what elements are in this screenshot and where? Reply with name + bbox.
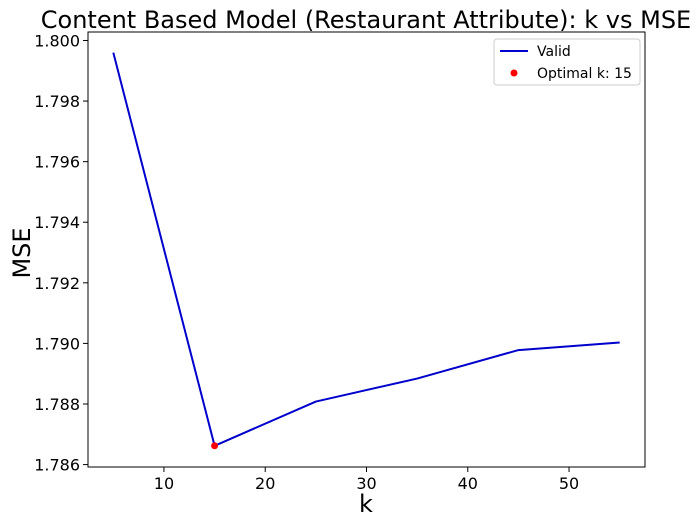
y-tick-label: 1.786 [34,456,80,475]
y-tick-label: 1.798 [34,92,80,111]
x-axis-ticks: 10 20 30 40 50 [154,467,579,493]
legend-optimal-marker [510,69,518,77]
x-tick-label: 30 [356,474,376,493]
optimal-k-marker [211,442,219,450]
x-tick-label: 20 [255,474,275,493]
x-axis-label: k [359,490,373,518]
series-line-valid [112,52,620,447]
x-tick-label: 50 [559,474,579,493]
y-tick-label: 1.790 [34,334,80,353]
y-tick-label: 1.800 [34,31,80,50]
y-tick-label: 1.788 [34,395,80,414]
y-tick-label: 1.794 [34,213,80,232]
legend-label-valid: Valid [537,44,571,60]
legend-label-optimal: Optimal k: 15 [537,66,632,82]
chart-title: Content Based Model (Restaurant Attribut… [41,6,691,34]
x-tick-label: 10 [154,474,174,493]
plot-area [87,31,646,468]
y-tick-label: 1.792 [34,274,80,293]
y-axis-ticks: 1.786 1.788 1.790 1.792 1.794 1.796 1.798 1.800 [34,31,88,475]
legend: Valid Optimal k: 15 [493,38,641,86]
y-axis-label: MSE [8,227,36,278]
legend-box [493,38,641,86]
series-layer [112,52,620,450]
x-tick-label: 40 [458,474,478,493]
y-tick-label: 1.796 [34,153,80,172]
